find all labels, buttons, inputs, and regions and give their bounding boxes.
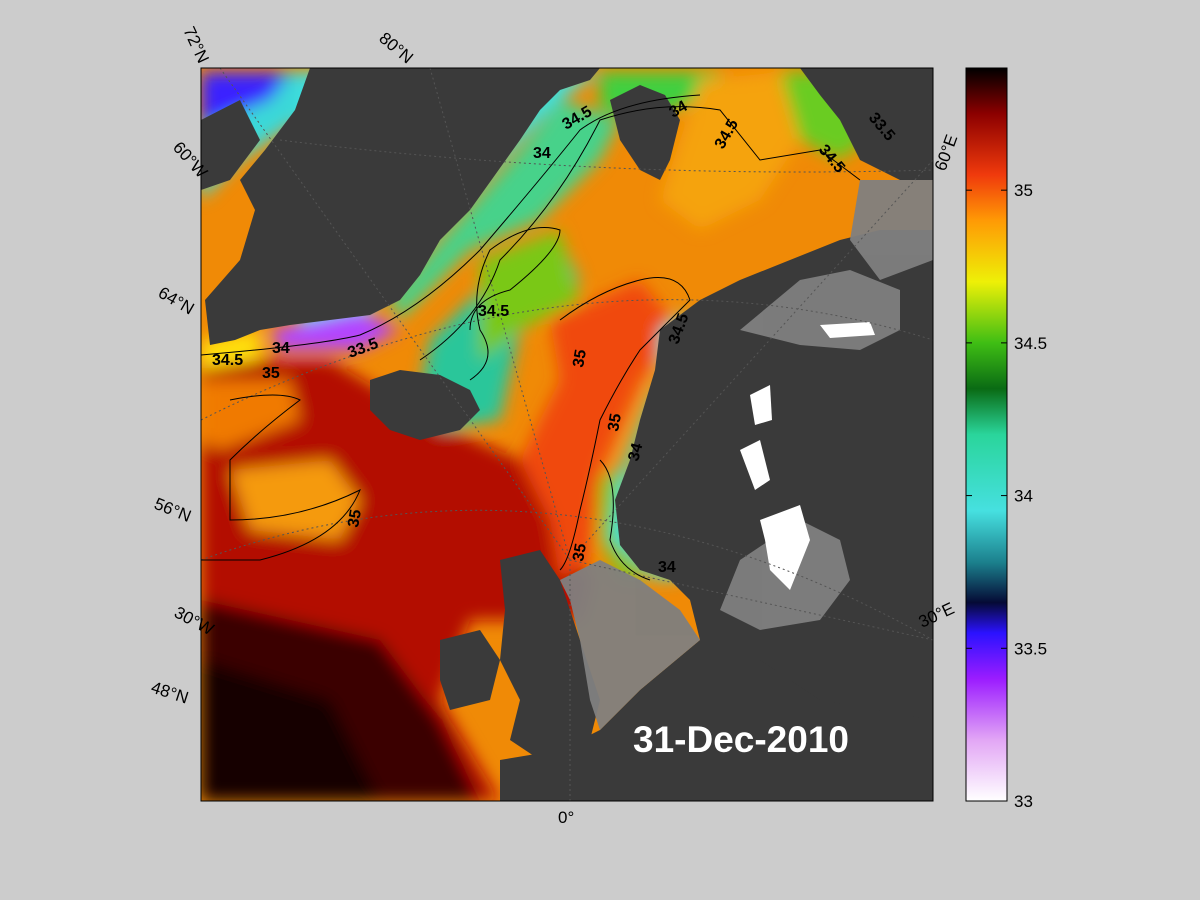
europe-mainland bbox=[500, 640, 933, 801]
colorbar-tick-label: 34 bbox=[1014, 487, 1033, 506]
contour-label: 35 bbox=[262, 365, 280, 382]
contour-label: 35 bbox=[345, 508, 365, 529]
map-frame bbox=[200, 67, 934, 802]
contour-label: 35 bbox=[605, 412, 625, 433]
contour-label: 34 bbox=[625, 441, 646, 463]
sea-ice bbox=[740, 322, 875, 590]
greenland bbox=[205, 68, 600, 345]
contour-label-group: 34 34.5 34 34.5 34.5 33.5 34.5 34.5 34 3… bbox=[212, 98, 898, 576]
contour-label: 34.5 bbox=[212, 352, 243, 369]
lat-label-64n: 64°N bbox=[155, 283, 197, 318]
greenland-west bbox=[201, 100, 260, 190]
lon-label-60e: 60°E bbox=[931, 132, 962, 173]
great-britain bbox=[500, 550, 600, 760]
contour-label: 35 bbox=[570, 348, 590, 369]
lat-label-72n: 72°N bbox=[179, 24, 212, 66]
colorbar-tick-label: 33 bbox=[1014, 792, 1033, 811]
contour-label: 34 bbox=[533, 145, 551, 162]
svalbard bbox=[610, 85, 680, 180]
lat-label-48n: 48°N bbox=[149, 678, 191, 708]
lat-label-56n: 56°N bbox=[152, 494, 194, 526]
contour-label: 35 bbox=[570, 542, 590, 563]
date-label: 31-Dec-2010 bbox=[633, 719, 849, 760]
contour-label: 34 bbox=[272, 340, 290, 357]
iceland bbox=[370, 370, 480, 440]
colorbar-tick-label: 33.5 bbox=[1014, 639, 1047, 658]
ireland bbox=[440, 630, 500, 710]
map-panel bbox=[201, 68, 933, 801]
colorbar-fill bbox=[965, 67, 1008, 802]
arctic-east bbox=[800, 68, 933, 180]
colorbar: 35 34.5 34 33.5 33 bbox=[965, 67, 1047, 811]
contour-label: 34 bbox=[658, 559, 676, 576]
graticule bbox=[201, 68, 933, 801]
lon-label-0: 0° bbox=[558, 808, 574, 827]
contour-label: 34 bbox=[667, 98, 691, 122]
contours bbox=[201, 94, 861, 581]
colorbar-tick-label: 35 bbox=[1014, 181, 1033, 200]
colorbar-tick-label: 34.5 bbox=[1014, 334, 1047, 353]
contour-label: 34.5 bbox=[478, 303, 509, 320]
colorbar-ticks: 35 34.5 34 33.5 33 bbox=[966, 181, 1047, 811]
lat-label-80n: 80°N bbox=[375, 29, 416, 68]
